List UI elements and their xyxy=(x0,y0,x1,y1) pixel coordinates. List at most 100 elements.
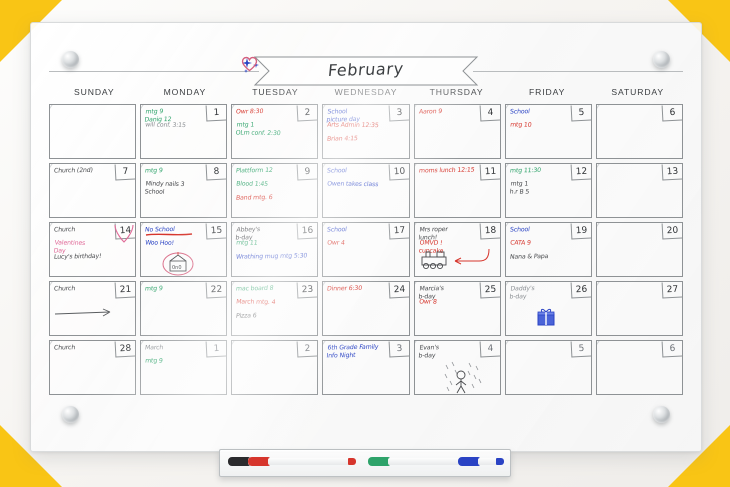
calendar-grid: SUNDAY MONDAY TUESDAY WEDNESDAY THURSDAY FRID… xyxy=(49,87,683,395)
gift-box-doodle-icon xyxy=(537,308,555,326)
day-number: 4 xyxy=(479,341,500,358)
day-number: 1 xyxy=(205,105,227,122)
day-cell-27[interactable]: 27 xyxy=(595,281,683,336)
event-entry: Pizza 6 xyxy=(235,312,258,320)
day-number: 6 xyxy=(661,105,682,122)
calendar-week-row: 14 Church Valentines Day Lucy's birthday! 15… xyxy=(49,222,683,277)
event-entry: mtg 10 xyxy=(509,121,532,129)
event-entry: Owen takes class xyxy=(327,180,380,189)
day-cell-11[interactable]: 11 moms lunch 12:15 xyxy=(413,163,501,218)
marker-tip xyxy=(496,458,504,465)
day-cell-12[interactable]: 12 mtg 11:30 mtg 1 h.r B 5 xyxy=(504,163,592,218)
day-cell-empty[interactable] xyxy=(49,104,137,159)
event-entry: mtg 9 xyxy=(144,357,164,365)
event-entry: Dinner 6:30 xyxy=(326,284,363,293)
day-cell-3[interactable]: 3 School picture day Arts Admin 12:35 Brian… xyxy=(322,104,410,159)
event-entry: mtg 11 xyxy=(235,239,259,247)
event-entry: Church xyxy=(53,344,76,352)
day-number: 23 xyxy=(297,282,318,299)
day-cell-22[interactable]: 22 mtg 9 xyxy=(140,281,228,336)
acrylic-calendar-board[interactable]: February SUNDAY MONDAY TUESDAY WEDNESDAY THU… xyxy=(30,22,702,452)
blue-marker[interactable] xyxy=(458,457,504,466)
day-cell-2[interactable]: 2 xyxy=(231,340,319,395)
day-number: 10 xyxy=(388,164,409,181)
underline-doodle-icon xyxy=(146,233,193,236)
event-entry: Brian 4:15 xyxy=(326,135,359,143)
day-cell-1[interactable]: 1 mtg 9 Danig 12 will conf. 3:15 xyxy=(140,104,228,159)
marker-barrel xyxy=(478,458,498,465)
day-cell-2[interactable]: 2 Owr 8:30 mtg 1 OLm conf. 2:30 xyxy=(231,104,319,159)
day-cell-6[interactable]: 6 xyxy=(595,104,683,159)
day-cell-5[interactable]: 5 School mtg 10 xyxy=(504,104,592,159)
arrow-doodle-icon xyxy=(54,308,111,317)
day-cell-21[interactable]: 21 Church xyxy=(49,281,137,336)
event-entry: mtg 11:30 xyxy=(509,166,542,175)
day-cell-8[interactable]: 8 mtg 9 Mindy nails 3 School xyxy=(140,163,228,218)
marker-barrel xyxy=(268,458,350,465)
day-cell-14[interactable]: 14 Church Valentines Day Lucy's birthday! xyxy=(49,222,137,277)
event-entry: Evan's b-day xyxy=(417,344,439,360)
event-entry: Church xyxy=(53,285,76,293)
day-number: 24 xyxy=(388,282,409,299)
day-cell-23[interactable]: 23 mac board 8 March mtg. 4 Pizza 6 xyxy=(231,281,319,336)
day-cell-26[interactable]: 26 Daddy's b-day xyxy=(504,281,592,336)
event-entry: mtg 9 xyxy=(144,167,164,175)
day-number: 28 xyxy=(114,341,136,358)
day-number: 27 xyxy=(661,282,682,299)
day-cell-4[interactable]: 4 Evan's b-day xyxy=(413,340,501,395)
day-number: 3 xyxy=(388,105,409,122)
day-number: 13 xyxy=(661,164,682,181)
day-cell-6[interactable]: 6 xyxy=(595,340,683,395)
event-entry: March xyxy=(144,344,164,352)
day-cell-1[interactable]: 1 March mtg 9 xyxy=(140,340,228,395)
day-header-friday: FRIDAY xyxy=(528,87,566,97)
event-entry: Owr 8:30 xyxy=(235,108,264,116)
day-cell-20[interactable]: 20 xyxy=(595,222,683,277)
month-title: February xyxy=(327,58,405,81)
marker-tray[interactable] xyxy=(219,449,511,477)
month-banner: February xyxy=(241,56,491,86)
day-cell-3[interactable]: 3 6th Grade Family Info Night xyxy=(322,340,410,395)
day-cell-9[interactable]: 9 Plattform 12 Blood 1:45 Band mtg. 6 xyxy=(231,163,319,218)
day-cell-5[interactable]: 5 xyxy=(504,340,592,395)
calendar-week-row: 28 Church 1 March mtg 9 2 3 6th Grade Family In… xyxy=(49,340,683,395)
stick-figure-rain-doodle-icon xyxy=(444,361,481,394)
day-cell-28[interactable]: 28 Church xyxy=(49,340,137,395)
event-entry: mtg 1 h.r B 5 xyxy=(508,180,530,196)
day-header-tuesday: TUESDAY xyxy=(252,87,299,97)
day-cell-10[interactable]: 10 School Owen takes class xyxy=(322,163,410,218)
day-number: 2 xyxy=(297,105,318,122)
event-entry: Band mtg. 6 xyxy=(235,194,274,202)
day-number: 11 xyxy=(479,164,500,181)
banner-ribbon-icon xyxy=(253,56,479,86)
event-entry: Blood 1:45 xyxy=(235,180,269,188)
day-cell-13[interactable]: 13 xyxy=(595,163,683,218)
day-of-week-header: SUNDAY MONDAY TUESDAY WEDNESDAY THURSDAY FRID… xyxy=(49,87,683,104)
day-cell-15[interactable]: 15 No School Woo Hoo! 0n0 xyxy=(140,222,228,277)
event-entry: School xyxy=(509,108,530,116)
event-entry: Lucy's birthday! xyxy=(53,252,102,261)
day-cell-17[interactable]: 17 School Owr 4 xyxy=(322,222,410,277)
calendar-week-row: 1 mtg 9 Danig 12 will conf. 3:15 2 Owr 8:30 m… xyxy=(49,104,683,159)
day-number: 20 xyxy=(661,223,682,240)
standoff-screw-top-right xyxy=(653,51,670,68)
day-cell-18[interactable]: 18 Mrs roper lunch! OMVD ! cupcake xyxy=(413,222,501,277)
day-cell-19[interactable]: 19 School CATA 9 Nana & Papa xyxy=(504,222,592,277)
day-number: 7 xyxy=(114,164,136,181)
day-number: 4 xyxy=(479,105,500,122)
day-cell-25[interactable]: 25 Marcia's b-day Owr 8 xyxy=(413,281,501,336)
standoff-screw-bottom-left xyxy=(62,406,79,423)
day-cell-24[interactable]: 24 Dinner 6:30 xyxy=(322,281,410,336)
red-marker[interactable] xyxy=(248,457,356,466)
marker-cap xyxy=(458,457,480,466)
event-entry: Daddy's b-day xyxy=(508,285,535,301)
banner-rule-left xyxy=(49,71,259,72)
day-number: 16 xyxy=(297,223,318,240)
day-cell-16[interactable]: 16 Abbey's b-day mtg 11 Wrathing mug mtg 5:… xyxy=(231,222,319,277)
day-number: 3 xyxy=(388,341,409,358)
day-cell-4[interactable]: 4 Aaron 9 xyxy=(413,104,501,159)
day-cell-7[interactable]: 7 Church (2nd) xyxy=(49,163,137,218)
event-entry: Plattform 12 xyxy=(235,166,274,175)
day-header-saturday: SATURDAY xyxy=(611,87,665,97)
event-entry: Wrathing mug mtg 5:30 xyxy=(235,252,308,261)
